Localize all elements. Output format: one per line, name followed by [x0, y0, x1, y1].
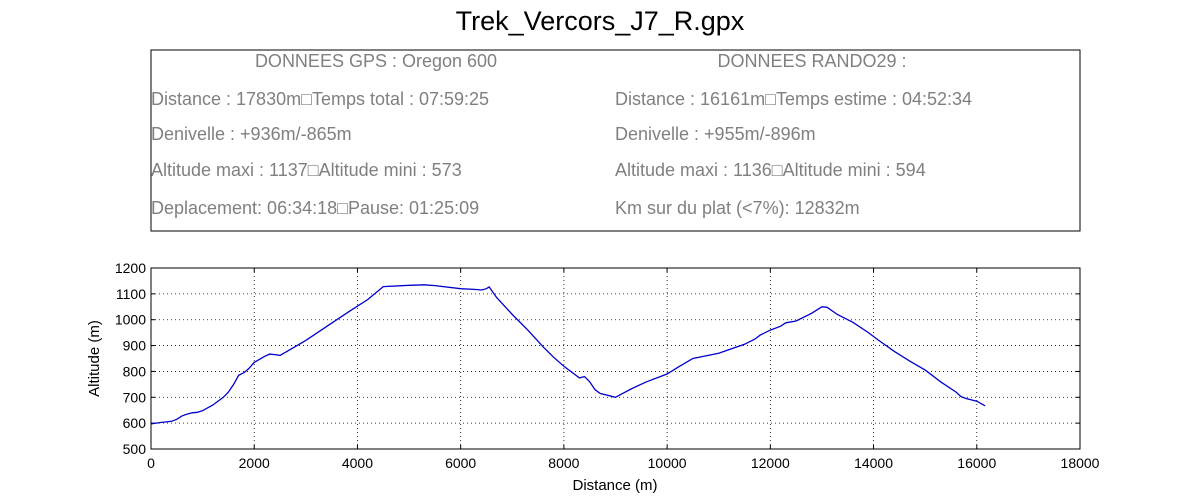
x-tick-label: 16000: [957, 455, 996, 471]
rando-distance-time: Distance : 16161m□Temps estime : 04:52:3…: [615, 89, 972, 109]
x-tick-label: 12000: [751, 455, 790, 471]
y-tick-label: 600: [123, 415, 147, 431]
rando-header: DONNEES RANDO29 :: [717, 51, 906, 71]
gps-moving-pause: Deplacement: 06:34:18□Pause: 01:25:09: [151, 198, 479, 218]
x-tick-label: 14000: [854, 455, 893, 471]
x-tick-label: 8000: [548, 455, 579, 471]
x-tick-label: 6000: [445, 455, 476, 471]
x-tick-label: 0: [147, 455, 155, 471]
y-tick-label: 800: [123, 363, 147, 379]
y-tick-label: 700: [123, 389, 147, 405]
y-tick-label: 900: [123, 338, 147, 354]
info-box-frame: [150, 49, 1081, 232]
rando-elevation: Denivelle : +955m/-896m: [615, 124, 816, 144]
x-tick-label: 18000: [1061, 455, 1100, 471]
info-box: DONNEES GPS : Oregon 600 Distance : 1783…: [150, 49, 1081, 232]
rando-altitude: Altitude maxi : 1136□Altitude mini : 594: [615, 160, 926, 180]
elevation-profile-line: [150, 284, 986, 425]
gps-distance-time: Distance : 17830m□Temps total : 07:59:25: [151, 89, 489, 109]
figure-title: Trek_Vercors_J7_R.gpx: [456, 6, 745, 36]
rando-flat-distance: Km sur du plat (<7%): 12832m: [615, 198, 860, 218]
x-tick-label: 2000: [239, 455, 270, 471]
y-axis-ticks: 500 600 700 800 900 1000 1100 1200: [115, 260, 1080, 457]
y-tick-label: 1000: [115, 312, 146, 328]
gps-altitude: Altitude maxi : 1137□Altitude mini : 573: [151, 160, 462, 180]
y-tick-label: 500: [123, 441, 147, 457]
gps-elevation: Denivelle : +936m/-865m: [151, 124, 352, 144]
plot-area: [151, 268, 1080, 449]
y-tick-label: 1200: [115, 260, 146, 276]
gps-header: DONNEES GPS : Oregon 600: [255, 51, 497, 71]
x-tick-label: 4000: [342, 455, 373, 471]
x-axis-label: Distance (m): [572, 477, 657, 494]
y-axis-label: Altitude (m): [86, 320, 103, 397]
x-axis-ticks: 0 2000 4000 6000 8000 10000 12000 14000 16000 180…: [147, 268, 1100, 471]
x-tick-label: 10000: [648, 455, 687, 471]
y-tick-label: 1100: [116, 286, 146, 302]
plot-frame: [150, 267, 1081, 450]
elevation-chart: 0 2000 4000 6000 8000 10000 12000 14000 16000 180…: [86, 260, 1100, 494]
